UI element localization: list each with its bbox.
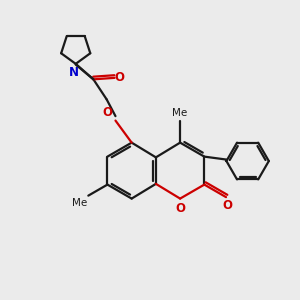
Text: N: N [69, 66, 79, 79]
Text: O: O [223, 199, 232, 212]
Text: O: O [114, 71, 124, 84]
Text: O: O [102, 106, 112, 119]
Text: O: O [176, 202, 186, 215]
Text: Me: Me [72, 198, 87, 208]
Text: Me: Me [172, 108, 188, 118]
